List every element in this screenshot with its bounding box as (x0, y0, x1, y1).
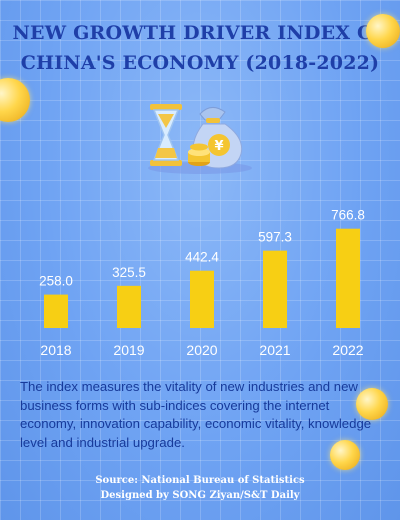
bars-group (44, 228, 360, 328)
coin-stack-icon (188, 143, 210, 166)
title-line-1: NEW GROWTH DRIVER INDEX OF (12, 22, 388, 44)
bar-2021 (263, 250, 287, 328)
category-label-2022: 2022 (332, 342, 363, 358)
value-labels-group: 258.0 325.5 442.4 597.3 766.8 (39, 208, 365, 289)
bar-2018 (44, 294, 68, 328)
category-labels-group: 2018 2019 2020 2021 2022 (40, 342, 363, 358)
description-text: The index measures the vitality of new i… (20, 379, 372, 450)
category-label-2019: 2019 (113, 342, 144, 358)
category-label-2018: 2018 (40, 342, 71, 358)
category-label-2021: 2021 (259, 342, 290, 358)
coin-icon (356, 388, 388, 420)
svg-text:¥: ¥ (214, 139, 223, 154)
designer-credit: Designed by SONG Ziyan/S&T Daily (100, 490, 300, 501)
category-label-2020: 2020 (186, 342, 217, 358)
title-line-2: CHINA'S ECONOMY (2018-2022) (20, 52, 380, 74)
source-block: Source: National Bureau of Statistics De… (0, 473, 400, 503)
bar-2019 (117, 285, 141, 328)
value-label-2022: 766.8 (331, 208, 365, 223)
coin-icon (330, 440, 360, 470)
hourglass-icon (150, 104, 182, 166)
value-label-2019: 325.5 (112, 265, 146, 280)
bar-2020 (190, 270, 214, 328)
bar-2022 (336, 228, 360, 328)
value-label-2021: 597.3 (258, 230, 292, 245)
decoration-group: ¥ (148, 104, 252, 174)
coin-icon (366, 14, 400, 48)
value-label-2018: 258.0 (39, 274, 73, 289)
page-title: NEW GROWTH DRIVER INDEX OF CHINA'S ECONO… (0, 18, 400, 78)
source-line: Source: National Bureau of Statistics (95, 475, 305, 486)
value-label-2020: 442.4 (185, 250, 219, 265)
